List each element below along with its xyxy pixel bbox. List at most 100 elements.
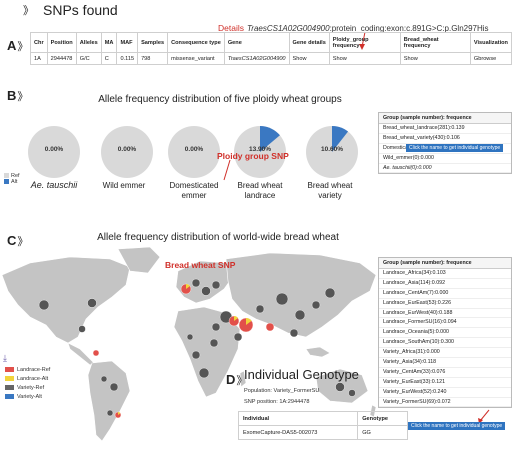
gbrowse-link[interactable]: Gbrowse [469, 52, 512, 65]
map-population-dot [209, 338, 219, 348]
ploidy-pie-3[interactable]: 13.90% [232, 124, 288, 180]
ploidy-frequency-list: Group (sample number): frequence Bread_w… [378, 112, 512, 175]
ploidy-pie-0[interactable]: 0.00% [26, 124, 82, 180]
ploidy-pie-2[interactable]: 0.00% [166, 124, 222, 180]
list-item[interactable]: Variety_EurWest(52):0.240 [379, 388, 511, 398]
list-item[interactable]: Landrace_EurWest(40):0.188 [379, 309, 511, 319]
list-item[interactable]: Variety_EurEast(33):0.121 [379, 378, 511, 388]
panel-d-label: D》 [226, 372, 248, 387]
world-chart-title: Allele frequency distribution of world-w… [97, 232, 339, 243]
world-map[interactable] [0, 245, 378, 451]
cell-maf: 0.115 [116, 52, 139, 65]
group-label-bread-variety: Bread wheat variety [307, 181, 353, 200]
ploidy-pie-1[interactable]: 0.00% [99, 124, 155, 180]
pie-ref-slice [168, 126, 220, 178]
map-population-dot [289, 328, 299, 338]
cell-alleles: G/C [75, 52, 102, 65]
map-population-dot [211, 280, 221, 290]
panel-a-chevron: 》 [23, 5, 34, 17]
col-alleles: Alleles [75, 32, 102, 53]
col-bread-freq: Bread_wheat frequency [399, 32, 471, 53]
pie-percentage: 0.00% [184, 146, 204, 153]
col-visualization: Visualization [469, 32, 512, 53]
map-population-dot [233, 332, 243, 342]
group-label-ae-tauschii: Ae. tauschii [30, 180, 78, 190]
map-dots [38, 278, 356, 419]
genotype-table-header: Individual Genotype [237, 411, 408, 426]
panel-b-label: B》 [7, 88, 29, 103]
list-item[interactable]: Landrace_EurEast(53):0.226 [379, 299, 511, 309]
map-population-dot [92, 349, 100, 357]
list-item[interactable]: Variety_Africa(31):0.000 [379, 348, 511, 359]
map-population-dot [198, 367, 210, 379]
legend-landrace-alt[interactable]: Landrace-Alt [5, 375, 50, 384]
list-item[interactable]: Landrace_SouthAm(10):0.300 [379, 338, 511, 349]
cell-gene: TraesCS1A02G004900 [223, 52, 290, 65]
ploidy-pie-4[interactable]: 10.60% [304, 124, 360, 180]
cell-ma: C [100, 52, 118, 65]
details-annotation: :protein_coding:exon:c.891G>C:p.Gln297Hi… [329, 24, 489, 33]
legend-variety-alt[interactable]: Variety-Alt [5, 393, 50, 402]
ploidy-genotype-tooltip: Click the name to get individual genotyp… [406, 144, 504, 152]
map-population-dot [348, 389, 356, 397]
genotype-title: Individual Genotype [244, 367, 359, 382]
world-freq-header: Group (sample number): frequence [379, 258, 511, 269]
legend-landrace-ref-swatch [5, 367, 14, 373]
genotype-table: Individual Genotype ExomeCapture-DAS5-00… [237, 411, 408, 440]
map-alt-wedge [246, 318, 252, 325]
col-gene: Gene [223, 32, 290, 53]
list-item[interactable]: Landrace_Africa(34):0.103 [379, 269, 511, 279]
map-population-dot [294, 309, 306, 321]
cell-samples: 798 [137, 52, 169, 65]
gene-details-show-link[interactable]: Show [288, 52, 330, 65]
map-population-dot [265, 322, 275, 332]
list-item[interactable]: Wild_emmer(0):0.000 [379, 154, 511, 164]
ploidy-chart-title: Allele frequency distribution of five pl… [98, 94, 342, 105]
bread-wheat-snp-annotation: Bread wheat SNP [165, 260, 236, 270]
list-item[interactable]: Bread_wheat_variety(430):0.106 [379, 134, 511, 144]
group-label-wild-emmer: Wild emmer [102, 181, 146, 190]
col-chr: Chr [30, 32, 48, 53]
world-frequency-list: Group (sample number): frequence Landrac… [378, 257, 512, 409]
ploidy-freq-header: Group (sample number): frequence [379, 113, 511, 124]
list-item[interactable]: Landrace_Oceania(5):0.000 [379, 328, 511, 339]
map-legend: Landrace-Ref Landrace-Alt Variety-Ref Va… [5, 366, 50, 402]
list-item[interactable]: Landrace_Asia(114):0.092 [379, 279, 511, 289]
pie-percentage: 0.00% [44, 146, 64, 153]
table-row: ExomeCapture-DAS5-002073 GG [237, 425, 408, 440]
list-item[interactable]: Variety_Asia(34):0.118 [379, 358, 511, 368]
legend-ref-swatch [4, 173, 9, 179]
map-population-dot [186, 333, 194, 341]
pie-percentage: 10.60% [320, 146, 344, 153]
group-label-bread-landrace: Bread wheat landrace [237, 181, 283, 200]
list-item[interactable]: Variety_CentAm(33):0.076 [379, 368, 511, 378]
ploidy-group-snp-annotation: Ploidy group SNP [217, 151, 289, 161]
legend-variety-ref[interactable]: Variety-Ref [5, 384, 50, 393]
legend-variety-ref-swatch [5, 385, 14, 391]
genotype-snp-position: SNP position: 1A:2944478 [244, 399, 310, 405]
col-gene-details: Gene details [288, 32, 330, 53]
ploidy-freq-show-link[interactable]: Show [328, 52, 401, 65]
panel-a-label: A》 [7, 38, 29, 53]
map-population-dot [87, 298, 97, 308]
details-gene: TraesCS1A02G004900 [246, 24, 330, 33]
genotype-population: Population: Variety_FormerSU [244, 388, 320, 394]
pie-ref-slice [101, 126, 153, 178]
list-item[interactable]: Variety_FormerSU(69):0.072 [379, 398, 511, 408]
ploidy-arrow-line [223, 159, 231, 181]
list-item[interactable]: Landrace_FormerSU(16):0.094 [379, 318, 511, 329]
legend-landrace-ref[interactable]: Landrace-Ref [5, 366, 50, 375]
download-icon[interactable]: ⤓ [3, 353, 7, 363]
pie-alt-slice [332, 126, 349, 152]
details-label[interactable]: Details [218, 23, 244, 33]
bread-freq-show-link[interactable]: Show [399, 52, 471, 65]
list-item[interactable]: Bread_wheat_landrace(281):0.139 [379, 124, 511, 134]
list-item[interactable]: Landrace_CentAm(7):0.000 [379, 289, 511, 299]
snp-details-line: Details TraesCS1A02G004900:protein_coding… [218, 23, 489, 33]
pie-percentage: 0.00% [117, 146, 137, 153]
cell-consequence: missense_variant [167, 52, 225, 65]
list-item[interactable]: Ae. tauschii(0):0.000 [379, 164, 511, 174]
map-population-dot [255, 304, 265, 314]
snps-found-title: SNPs found [43, 2, 118, 18]
col-position: Position [46, 32, 77, 53]
